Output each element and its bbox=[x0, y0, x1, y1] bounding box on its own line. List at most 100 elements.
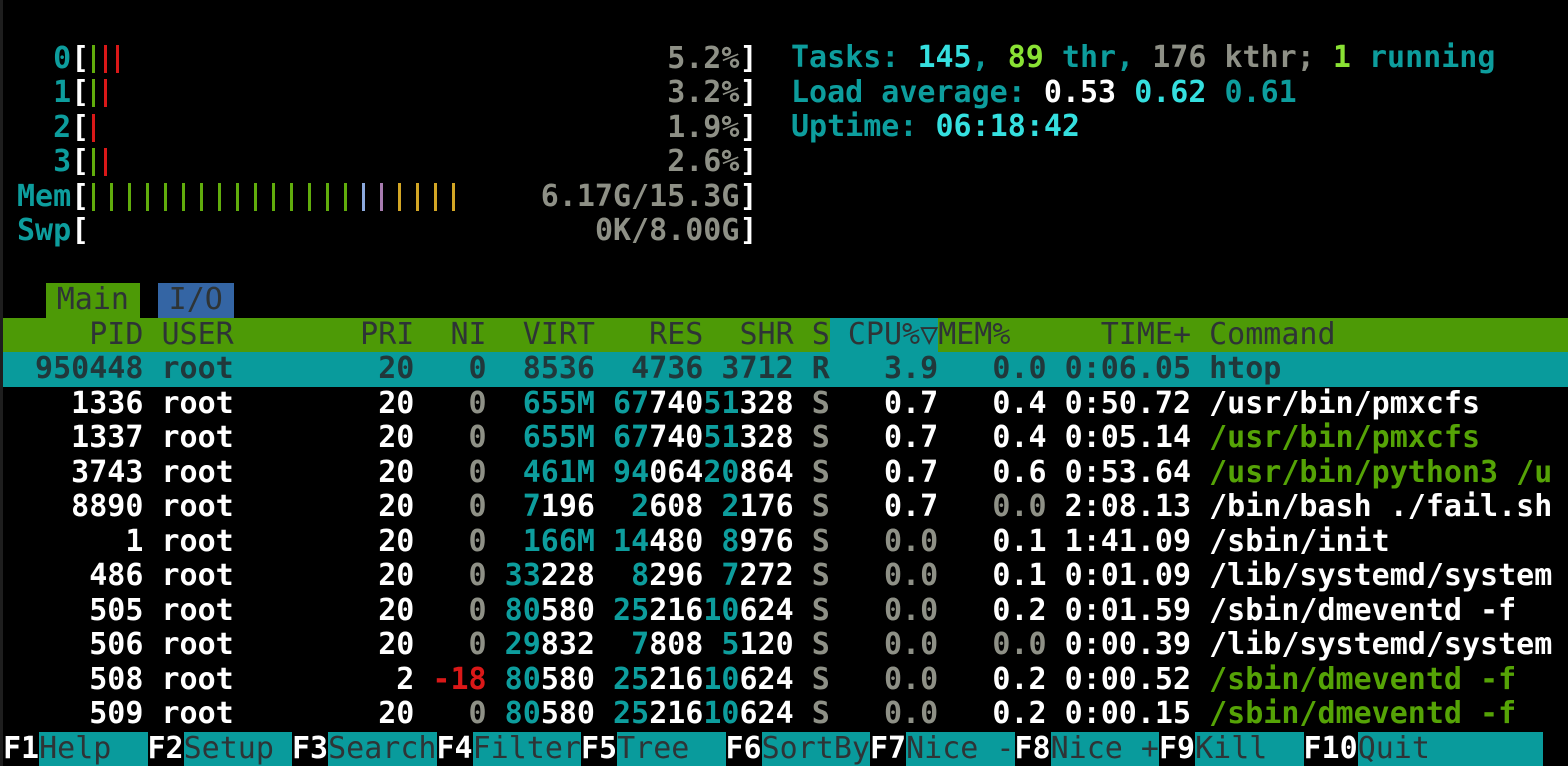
fkey-f8[interactable]: F8 bbox=[1014, 731, 1051, 766]
cell-time: 0:50.72 bbox=[1046, 386, 1192, 421]
cell-pri: 20 bbox=[306, 386, 415, 421]
cell-cpu: 0.0 bbox=[829, 524, 939, 559]
cell-user: root bbox=[161, 559, 306, 593]
cell-shr-hi: 2 bbox=[703, 490, 740, 524]
cell-ni: 0 bbox=[414, 593, 487, 628]
red-tick bbox=[104, 79, 108, 107]
cell-res: 8296 bbox=[595, 559, 703, 593]
cell-mem: 0.4 bbox=[938, 421, 1047, 455]
col-command[interactable]: Command bbox=[1209, 317, 1336, 352]
fkey-label-tree[interactable]: Tree bbox=[617, 731, 726, 766]
cell-time: 0:00.15 bbox=[1046, 697, 1192, 731]
col-ni[interactable]: NI bbox=[414, 317, 487, 352]
fkey-label-help[interactable]: Help bbox=[39, 731, 148, 766]
fkey-label-setup[interactable]: Setup bbox=[183, 731, 292, 766]
cell-cpu: 0.7 bbox=[829, 455, 939, 490]
cell-pid: 486 bbox=[17, 559, 144, 593]
col-virt[interactable]: VIRT bbox=[486, 317, 595, 352]
col-shr[interactable]: SHR bbox=[703, 317, 794, 352]
col-res[interactable]: RES bbox=[595, 317, 704, 352]
fkey-f4[interactable]: F4 bbox=[436, 731, 473, 766]
fkey-f6[interactable]: F6 bbox=[725, 731, 762, 766]
gap bbox=[143, 663, 161, 697]
fkey-f5[interactable]: F5 bbox=[581, 731, 618, 766]
cell-pid: 1 bbox=[17, 524, 144, 559]
meter-row-swp: Swp[0K/8.00G] bbox=[3, 214, 1568, 249]
cell-time: 0:05.14 bbox=[1046, 421, 1192, 455]
green-tick bbox=[146, 182, 150, 211]
process-row[interactable]: 508 root 2 -18 80580 2521610624 S 0.0 0.… bbox=[3, 663, 1568, 698]
col-state[interactable]: S bbox=[793, 317, 830, 352]
cell-ni: 0 bbox=[414, 628, 487, 662]
red-tick bbox=[116, 44, 120, 73]
fkey-label-sortby[interactable]: SortBy bbox=[761, 731, 870, 766]
fkey-f3[interactable]: F3 bbox=[292, 731, 329, 766]
process-row[interactable]: 509 root 20 0 80580 2521610624 S 0.0 0.2… bbox=[3, 697, 1568, 732]
process-row[interactable]: 1337 root 20 0 655M 6774051328 S 0.7 0.4… bbox=[3, 421, 1568, 456]
process-row[interactable]: 950448 root 20 0 8536 4736 3712 R 3.9 0.… bbox=[3, 352, 1568, 387]
fkey-f7[interactable]: F7 bbox=[870, 731, 907, 766]
cell-state: S bbox=[793, 421, 830, 455]
fkey-label-nice[interactable]: Nice + bbox=[1050, 731, 1159, 766]
cell-cpu: 0.0 bbox=[829, 662, 939, 697]
fkey-label-kill[interactable]: Kill bbox=[1195, 731, 1304, 766]
gap bbox=[1191, 456, 1209, 490]
green-tick bbox=[308, 182, 312, 211]
cell-cpu: 3.9 bbox=[829, 352, 939, 386]
cell-ni: 0 bbox=[414, 386, 487, 421]
fkey-f1[interactable]: F1 bbox=[3, 731, 40, 766]
gap bbox=[143, 421, 161, 455]
col-mem[interactable]: MEM% bbox=[938, 317, 1047, 352]
fkey-f10[interactable]: F10 bbox=[1303, 731, 1358, 766]
cell-res-hi: 25 bbox=[595, 662, 650, 697]
tab-main[interactable]: Main bbox=[45, 283, 140, 318]
cell-virt-hi: 80 bbox=[486, 593, 541, 628]
red-tick bbox=[104, 44, 108, 73]
system-info-panel: Tasks: 145, 89 thr, 176 kthr; 1 running L… bbox=[791, 41, 1495, 145]
green-tick bbox=[110, 182, 114, 211]
fkey-f9[interactable]: F9 bbox=[1159, 731, 1196, 766]
cell-cpu: 0.0 bbox=[829, 593, 939, 628]
cell-cpu: 0.0 bbox=[829, 697, 939, 731]
process-row[interactable]: 3743 root 20 0 461M 9406420864 S 0.7 0.6… bbox=[3, 456, 1568, 491]
green-tick bbox=[200, 182, 204, 211]
col-user[interactable]: USER bbox=[161, 317, 306, 352]
cell-state: S bbox=[793, 455, 830, 490]
cell-shr-hi: 10 bbox=[703, 593, 740, 628]
cell-virt-val: 166M bbox=[486, 524, 595, 559]
cell-res: 67740 bbox=[595, 387, 703, 421]
process-row[interactable]: 1336 root 20 0 655M 6774051328 S 0.7 0.4… bbox=[3, 387, 1568, 422]
cell-shr-hi: 10 bbox=[703, 662, 740, 697]
col-pri[interactable]: PRI bbox=[306, 317, 415, 352]
fkey-label-nice[interactable]: Nice - bbox=[906, 731, 1015, 766]
fkey-f2[interactable]: F2 bbox=[147, 731, 184, 766]
process-row[interactable]: 505 root 20 0 80580 2521610624 S 0.0 0.2… bbox=[3, 594, 1568, 629]
cell-user: root bbox=[161, 697, 306, 731]
col-time[interactable]: TIME+ bbox=[1046, 317, 1192, 352]
cell-cpu: 0.7 bbox=[829, 386, 939, 421]
cell-virt-val: 655M bbox=[486, 421, 595, 455]
meter-panel: 0[5.2%] 1[3.2%] 2[1.9%] 3[2.6%] Mem[6.17G/15… bbox=[3, 42, 1568, 249]
process-row[interactable]: 486 root 20 0 33228 8296 7272 S 0.0 0.1 … bbox=[3, 559, 1568, 594]
cell-cpu: 0.0 bbox=[829, 628, 939, 662]
green-tick bbox=[236, 182, 240, 211]
meter-ticks bbox=[92, 44, 128, 73]
col-pid[interactable]: PID bbox=[17, 317, 144, 352]
meter-bar: 2.6% bbox=[89, 145, 739, 180]
gap bbox=[1191, 421, 1209, 455]
fkey-label-filter[interactable]: Filter bbox=[472, 731, 581, 766]
cell-res: 67740 bbox=[595, 421, 703, 455]
cell-virt-hi: 80 bbox=[486, 662, 541, 697]
process-row[interactable]: 8890 root 20 0 7196 2608 2176 S 0.7 0.0 … bbox=[3, 490, 1568, 525]
cell-shr: 10624 bbox=[703, 697, 793, 731]
meter-row-mem: Mem[6.17G/15.3G] bbox=[3, 180, 1568, 215]
process-row[interactable]: 506 root 20 0 29832 7808 5120 S 0.0 0.0 … bbox=[3, 628, 1568, 663]
cell-pri: 20 bbox=[306, 593, 415, 628]
process-row[interactable]: 1 root 20 0 166M 14480 8976 S 0.0 0.1 1:… bbox=[3, 525, 1568, 560]
cell-res: 4736 bbox=[595, 352, 703, 386]
fkey-label-quit[interactable]: Quit bbox=[1357, 731, 1543, 766]
tab-io[interactable]: I/O bbox=[157, 283, 234, 318]
col-cpu-sort[interactable]: CPU%▽ bbox=[829, 317, 939, 352]
cell-pri: 20 bbox=[306, 524, 415, 559]
fkey-label-search[interactable]: Search bbox=[328, 731, 437, 766]
